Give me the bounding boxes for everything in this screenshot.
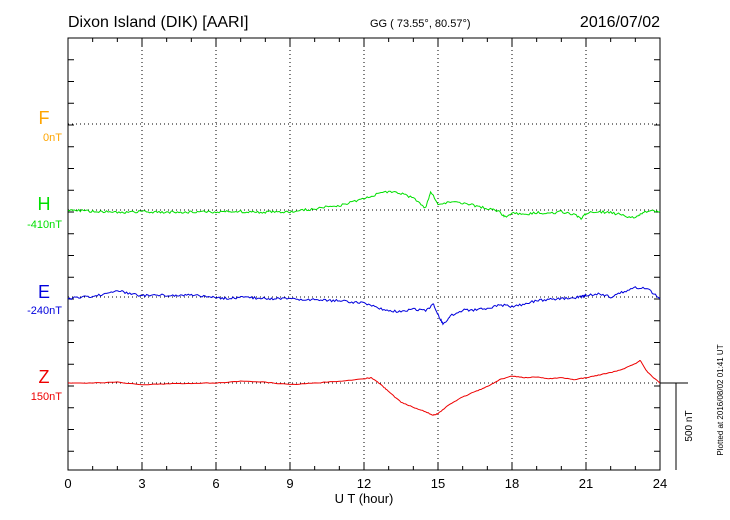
series-line-z: [67, 359, 661, 416]
series-label-f: F: [39, 108, 50, 128]
series-line-e: [67, 286, 661, 326]
baseline-label-e: -240nT: [27, 305, 62, 317]
scale-bar: 500 nT: [660, 382, 695, 470]
baseline-label-f: 0nT: [43, 132, 62, 144]
x-axis-title: U T (hour): [335, 491, 394, 506]
x-tick-labels: 0 3 6 9 12 15 18 21 24: [64, 476, 667, 491]
series-lines: [67, 190, 661, 416]
x-tick-label: 15: [431, 476, 445, 491]
grid: [68, 38, 660, 470]
x-tick-label: 18: [505, 476, 519, 491]
x-tick-label: 21: [579, 476, 593, 491]
x-tick-label: 3: [138, 476, 145, 491]
geographic-coords: GG ( 73.55°, 80.57°): [370, 18, 471, 30]
x-tick-label: 0: [64, 476, 71, 491]
x-tick-label: 12: [357, 476, 371, 491]
series-label-z: Z: [39, 367, 50, 387]
x-tick-label: 6: [212, 476, 219, 491]
plotted-at-note: Plotted at 2016/08/02 01:41 UT: [716, 344, 725, 455]
axis-ticks: [67, 38, 661, 470]
x-tick-label: 9: [286, 476, 293, 491]
baseline-label-h: -410nT: [27, 219, 62, 231]
x-tick-label: 24: [653, 476, 667, 491]
station-title: Dixon Island (DIK) [AARI]: [68, 14, 249, 31]
series-line-h: [67, 190, 661, 221]
baseline-label-z: 150nT: [31, 391, 62, 403]
plot-date: 2016/07/02: [580, 14, 660, 31]
series-label-h: H: [38, 194, 51, 214]
series-label-e: E: [38, 282, 50, 302]
scale-bar-label: 500 nT: [684, 410, 695, 441]
